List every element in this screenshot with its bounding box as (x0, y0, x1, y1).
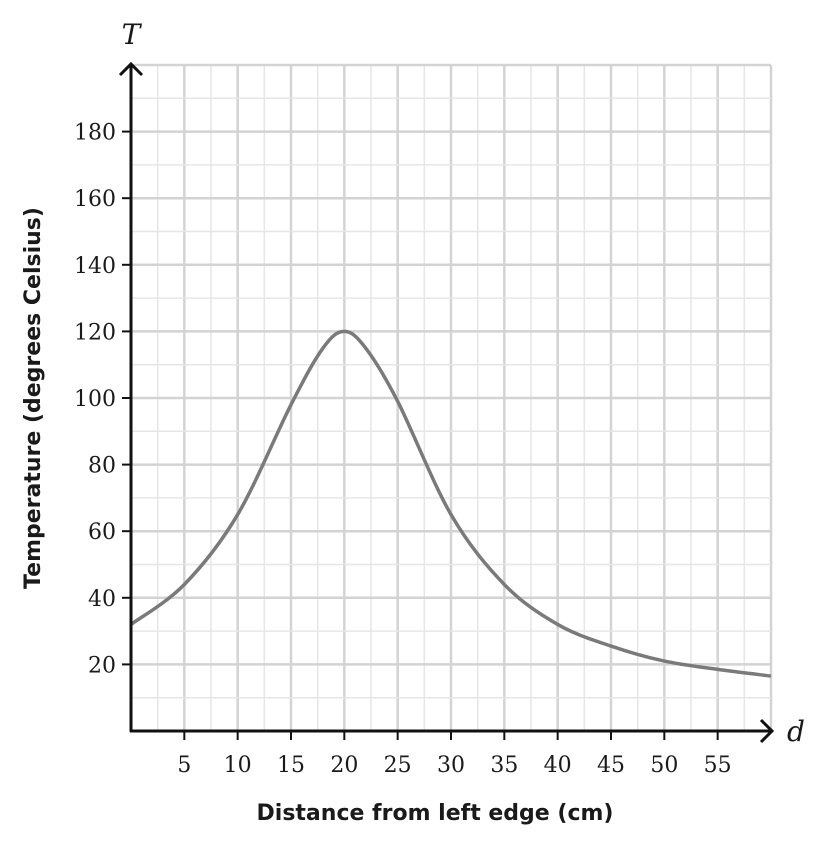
temperature-curve (129, 329, 772, 678)
tick-labels: 5 10 15 20 25 30 35 40 45 50 55 20 40 60 80 100 120 140 16… (74, 121, 732, 778)
y-tick-label: 60 (88, 520, 116, 545)
y-tick-label: 160 (74, 187, 116, 212)
y-tick-label: 140 (74, 254, 116, 279)
x-tick-label: 45 (597, 753, 625, 778)
tick-marks (122, 130, 719, 740)
x-tick-label: 25 (384, 753, 412, 778)
x-tick-label: 40 (544, 753, 572, 778)
y-tick-label: 120 (74, 320, 116, 345)
x-tick-label: 15 (277, 753, 305, 778)
y-axis-arrowhead (118, 61, 144, 77)
x-tick-label: 30 (437, 753, 465, 778)
x-tick-label: 5 (177, 753, 191, 778)
y-tick-label: 180 (74, 121, 116, 146)
x-tick-label: 50 (650, 753, 678, 778)
y-tick-label: 20 (88, 653, 116, 678)
x-tick-label: 20 (330, 753, 358, 778)
axes (118, 61, 775, 744)
y-tick-label: 80 (88, 454, 116, 479)
gridlines (131, 63, 773, 731)
x-tick-label: 55 (704, 753, 732, 778)
y-axis-variable: T (122, 18, 143, 51)
x-axis-arrowhead (759, 718, 775, 744)
y-axis-title: Temperature (degrees Celsius) (21, 207, 46, 589)
x-tick-label: 35 (490, 753, 518, 778)
x-axis-variable: d (787, 715, 805, 748)
y-tick-label: 100 (74, 387, 116, 412)
x-axis-title: Distance from left edge (cm) (257, 801, 614, 826)
x-tick-label: 10 (224, 753, 252, 778)
y-tick-label: 40 (88, 587, 116, 612)
